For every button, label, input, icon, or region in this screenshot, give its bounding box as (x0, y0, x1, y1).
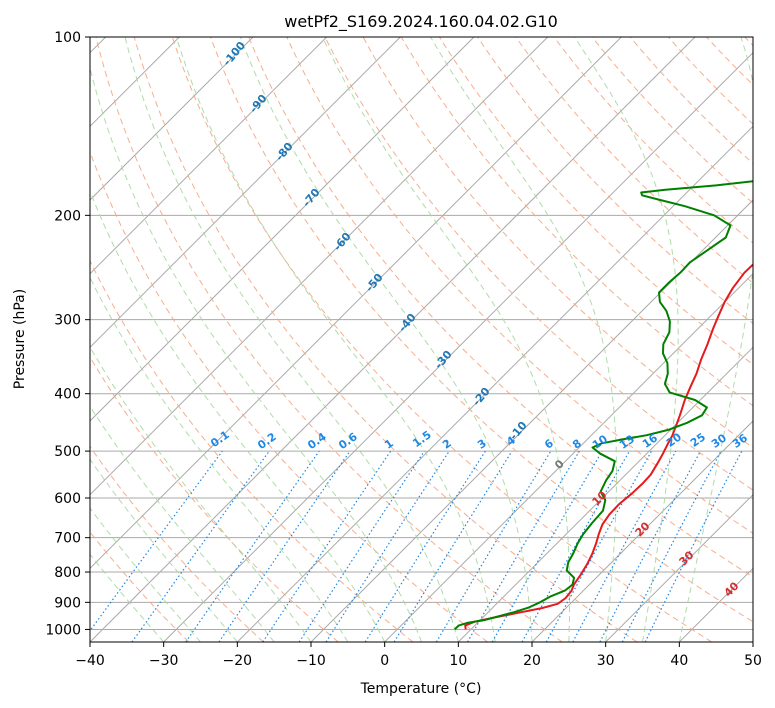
moist-adiabat-line (124, 37, 459, 642)
isotherm-line (90, 37, 401, 349)
x-tick-label: 10 (449, 653, 467, 669)
dewpoint-profile-line (454, 180, 753, 631)
mixing-ratio-line (131, 450, 270, 642)
y-tick-label: 600 (54, 491, 81, 507)
mixing-ratio-line (325, 450, 450, 642)
moist-adiabat-line (90, 276, 349, 642)
isotherm-line (90, 37, 622, 570)
chart-title: wetPf2_S169.2024.160.04.02.G10 (284, 12, 558, 32)
dry-adiabat-line (362, 37, 753, 449)
moist-adiabat-line (322, 37, 571, 642)
dry-adiabat-line (591, 37, 753, 204)
mixing-ratio-line (393, 450, 513, 642)
dry-adiabat-line (95, 37, 563, 642)
x-tick-label: −30 (149, 653, 179, 669)
x-tick-label: 0 (380, 653, 389, 669)
isotherm-line (605, 493, 753, 642)
x-tick-label: 40 (670, 653, 688, 669)
dry-adiabat-line (133, 37, 638, 642)
mixing-ratio-line (218, 450, 351, 642)
x-tick-label: −10 (296, 653, 326, 669)
moist-adiabat-line (574, 37, 679, 642)
moist-adiabat-line (175, 37, 496, 642)
y-tick-label: 500 (54, 444, 81, 460)
moist-adiabat-line (90, 553, 165, 642)
x-axis-label: Temperature (°C) (360, 681, 482, 697)
moist-adiabat-line (90, 507, 201, 642)
x-tick-label: 20 (523, 653, 541, 669)
x-tick-label: −20 (223, 653, 253, 669)
temperature-profile-line (464, 263, 753, 630)
moist-adiabat-line (90, 345, 312, 642)
y-axis-label: Pressure (hPa) (12, 289, 28, 389)
isotherm-line (90, 37, 475, 422)
profile-lines (454, 180, 753, 631)
y-tick-label: 700 (54, 531, 81, 547)
moist-adiabat-line (678, 37, 753, 642)
mixing-ratio-line (572, 450, 677, 642)
mixing-ratio-line (435, 450, 552, 642)
y-axis: 1000 900 800 700 600 500 400 300 200 100 (45, 30, 90, 638)
plot-frame (89, 36, 754, 643)
isotherm-line (384, 272, 753, 642)
y-tick-label: 900 (54, 595, 81, 611)
x-axis: −40 −30 −20 −10 0 10 20 30 40 50 (75, 642, 762, 669)
y-tick-label: 100 (54, 30, 81, 46)
mixing-ratio-line (491, 450, 603, 642)
dry-adiabat-line (477, 37, 753, 325)
mixing-ratio-line (185, 450, 320, 642)
isotherm-line (90, 37, 549, 496)
dry-adiabat-line (324, 37, 753, 491)
moist-adiabat-line (239, 37, 533, 642)
x-tick-label: −40 (75, 653, 105, 669)
isotherm-line (236, 125, 753, 642)
x-tick-label: 30 (597, 653, 615, 669)
isotherm-line (457, 346, 753, 642)
y-tick-label: 200 (54, 208, 81, 224)
moist-adiabat-line (90, 458, 238, 642)
moist-adiabat-line (90, 189, 386, 642)
dry-adiabat-line (400, 37, 753, 407)
isotherm-line (90, 37, 254, 201)
mixing-ratio-line (466, 450, 580, 642)
y-tick-label: 300 (54, 313, 81, 329)
moist-adiabat-line (430, 37, 617, 642)
mixing-ratio-line (545, 450, 653, 642)
isotherm-line (531, 420, 753, 642)
background-lines (90, 37, 753, 642)
dry-adiabat-line (171, 37, 712, 642)
moist-adiabat-line (90, 405, 275, 642)
y-tick-label: 1000 (45, 622, 81, 638)
dry-adiabat-line (629, 37, 753, 165)
dry-adiabat-line (90, 445, 264, 642)
dry-adiabat-line (90, 259, 414, 642)
moist-adiabat-line (90, 65, 422, 642)
mixing-ratio-line (90, 450, 223, 632)
isotherm-line (90, 37, 328, 275)
mixing-ratio-line (521, 450, 631, 642)
x-tick-label: 50 (744, 653, 762, 669)
isotherm-line (163, 51, 753, 642)
y-tick-label: 400 (54, 387, 81, 403)
y-tick-label: 800 (54, 565, 81, 581)
dry-adiabat-line (210, 37, 753, 623)
mixing-ratio-line (364, 450, 486, 642)
dry-adiabat-line (248, 37, 753, 578)
dry-adiabat-line (515, 37, 753, 284)
